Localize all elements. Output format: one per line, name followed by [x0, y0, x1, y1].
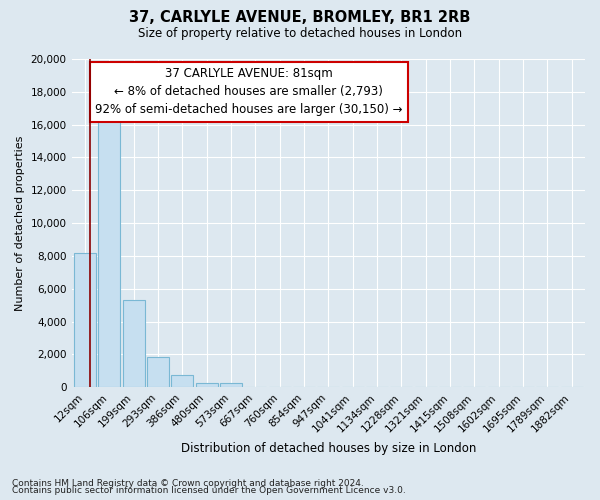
- Bar: [172, 375, 193, 388]
- Bar: [147, 357, 169, 388]
- Y-axis label: Number of detached properties: Number of detached properties: [15, 136, 25, 311]
- Bar: [98, 116, 120, 388]
- X-axis label: Distribution of detached houses by size in London: Distribution of detached houses by size …: [181, 442, 476, 455]
- Text: 37, CARLYLE AVENUE, BROMLEY, BR1 2RB: 37, CARLYLE AVENUE, BROMLEY, BR1 2RB: [130, 10, 470, 25]
- Bar: [122, 300, 145, 388]
- Bar: [220, 384, 242, 388]
- Text: Contains public sector information licensed under the Open Government Licence v3: Contains public sector information licen…: [12, 486, 406, 495]
- Text: Size of property relative to detached houses in London: Size of property relative to detached ho…: [138, 28, 462, 40]
- Text: 37 CARLYLE AVENUE: 81sqm
← 8% of detached houses are smaller (2,793)
92% of semi: 37 CARLYLE AVENUE: 81sqm ← 8% of detache…: [95, 67, 403, 116]
- Bar: [196, 382, 218, 388]
- Bar: [74, 252, 96, 388]
- Text: Contains HM Land Registry data © Crown copyright and database right 2024.: Contains HM Land Registry data © Crown c…: [12, 478, 364, 488]
